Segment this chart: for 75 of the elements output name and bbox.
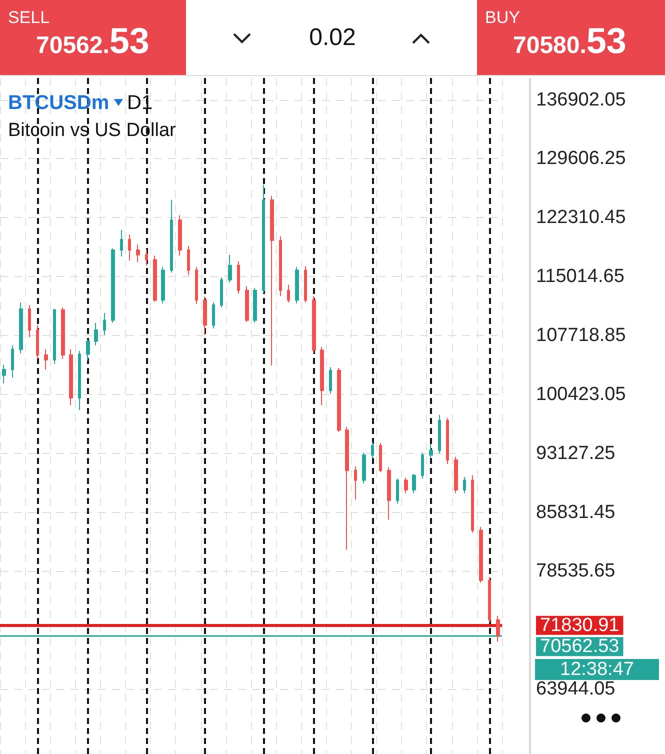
candlestick: [128, 234, 131, 262]
text: BTCUSDm: [8, 92, 110, 114]
candlestick: [279, 236, 282, 297]
candlestick: [320, 346, 324, 406]
y-tick-label: 78535.65: [536, 560, 616, 582]
candlestick: [136, 244, 140, 263]
candlestick: [212, 302, 215, 329]
candlestick: [69, 348, 73, 406]
candlestick: [36, 324, 39, 360]
ref-line-label: 71830.91: [540, 614, 620, 636]
candlestick: [337, 367, 341, 432]
candlestick: [237, 260, 240, 294]
candlestick: [145, 248, 148, 266]
candlestick: [2, 364, 6, 384]
candlestick: [379, 442, 382, 473]
candlestick: [412, 473, 416, 494]
candlestick: [53, 308, 56, 364]
candlestick: [396, 478, 399, 504]
y-tick-label: 85831.45: [536, 502, 616, 523]
candlestick: [404, 477, 408, 494]
candlestick: [11, 344, 14, 378]
y-tick-label: 100423.05: [536, 384, 626, 405]
candlestick: [287, 284, 290, 304]
candlestick: [111, 248, 115, 324]
candlestick: [19, 302, 23, 354]
y-tick-label: 136902.05: [536, 89, 626, 110]
candlestick: [203, 296, 207, 336]
candlestick: [253, 287, 257, 324]
candlestick: [270, 195, 274, 366]
text: 0.02: [308, 24, 357, 52]
candlestick: [245, 286, 249, 322]
candlestick: [86, 339, 90, 362]
candlestick: [220, 276, 223, 308]
candlestick: [463, 476, 466, 494]
candlestick: [262, 184, 265, 294]
candlestick: [103, 312, 106, 336]
text: 12:38:47: [535, 659, 659, 680]
candlestick: [438, 414, 441, 454]
candlestick: [312, 296, 316, 354]
candlestick: [488, 576, 491, 623]
candlestick: [120, 229, 123, 257]
candlestick: [61, 306, 65, 360]
candlestick: [446, 418, 449, 465]
candlestick: [78, 350, 81, 410]
candlestick: [454, 456, 458, 494]
candlestick: [371, 442, 374, 459]
candlestick: [153, 255, 157, 302]
ref-line-label: 70562.53: [540, 636, 620, 658]
y-tick-label: 129606.25: [536, 148, 626, 170]
candlestick: [496, 615, 500, 642]
candlestick: [387, 466, 391, 520]
y-tick-label: 93127.25: [536, 442, 616, 464]
candlestick: [429, 443, 433, 458]
candlestick: [304, 266, 307, 304]
candlestick: [471, 474, 474, 534]
candlestick: [44, 348, 48, 370]
candlestick: [354, 466, 357, 500]
candlestick: [170, 199, 173, 274]
candlestick: [295, 266, 299, 304]
candlestick: [28, 304, 31, 338]
candlestick: [479, 526, 483, 584]
candlestick: [421, 452, 424, 480]
candlestick: [94, 322, 98, 346]
y-tick-label: 122310.45: [536, 207, 626, 228]
candlestick: [178, 214, 182, 256]
candlestick: [345, 426, 349, 550]
candlestick: [161, 266, 165, 304]
candlestick: [195, 266, 198, 305]
candlestick: [362, 452, 366, 484]
candlestick: [187, 245, 190, 276]
y-tick-label: 115014.65: [536, 266, 624, 288]
y-tick-label: 63944.05: [536, 678, 616, 700]
candlestick: [228, 254, 232, 283]
candlestick: [329, 366, 332, 394]
y-tick-label: 107718.85: [536, 324, 626, 346]
